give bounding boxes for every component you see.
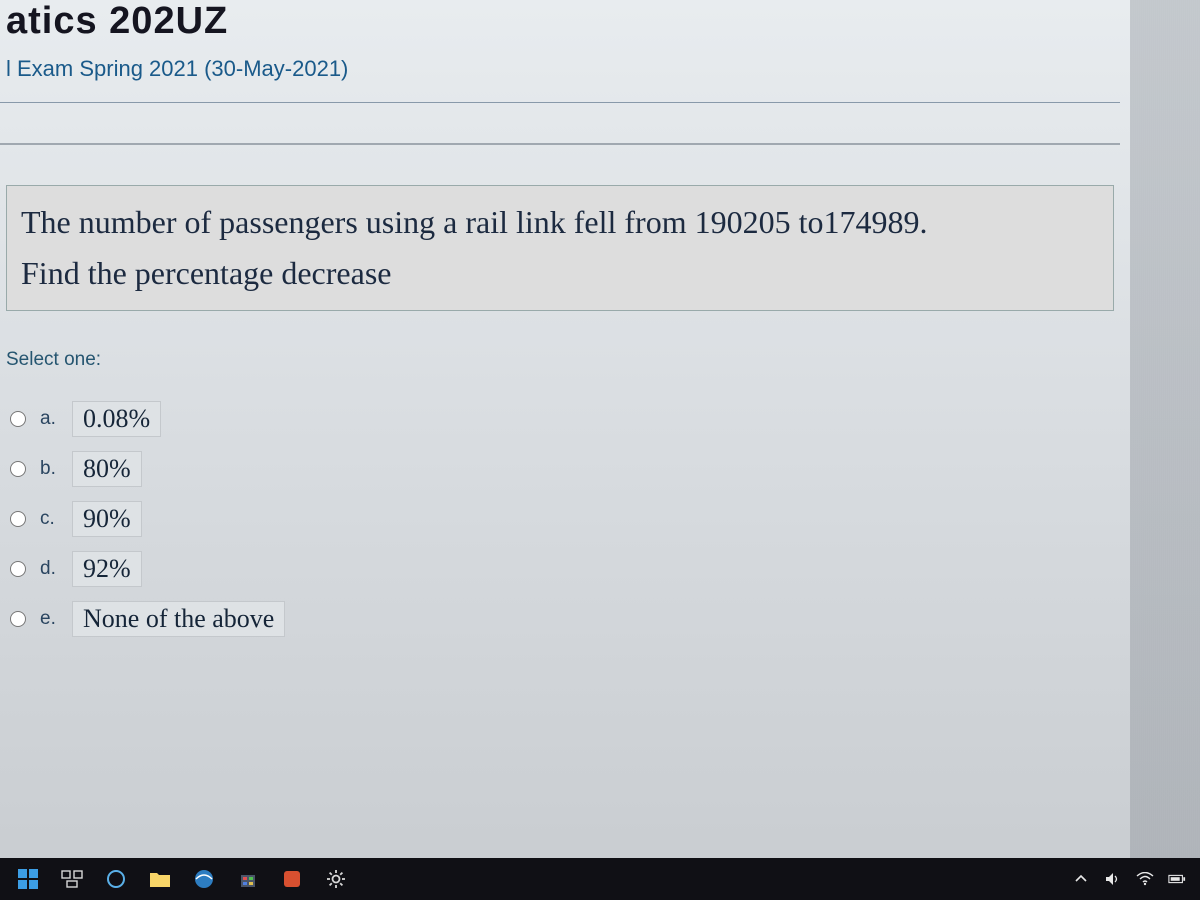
option-letter: e. <box>40 608 62 630</box>
option-letter: c. <box>40 508 62 530</box>
gear-icon <box>326 869 346 889</box>
screen-moire-edge <box>1130 0 1200 858</box>
speaker-icon <box>1105 872 1121 886</box>
wifi-signal-icon <box>1136 872 1154 886</box>
edge-icon[interactable] <box>184 861 224 897</box>
question-text-line1: The number of passengers using a rail li… <box>21 204 1099 241</box>
store-icon[interactable] <box>228 861 268 897</box>
windows-icon <box>18 869 38 889</box>
system-tray[interactable] <box>1072 870 1192 888</box>
circle-icon <box>106 869 126 889</box>
option-letter: d. <box>40 558 62 580</box>
options-group: a. 0.08% b. 80% c. 90% d. 92% e. <box>0 379 1120 637</box>
option-letter: a. <box>40 408 62 430</box>
content-area: atics 202UZ l Exam Spring 2021 (30-May-2… <box>0 0 1120 858</box>
chevron-up-icon <box>1074 872 1088 886</box>
page-root: atics 202UZ l Exam Spring 2021 (30-May-2… <box>0 0 1200 900</box>
option-text: 90% <box>72 501 142 537</box>
taskview-icon <box>61 870 83 888</box>
question-text-line2: Find the percentage decrease <box>21 255 1099 292</box>
radio-e[interactable] <box>10 611 26 627</box>
cortana-icon[interactable] <box>96 861 136 897</box>
wifi-icon[interactable] <box>1136 870 1154 888</box>
bag-icon <box>238 869 258 889</box>
taskbar-left <box>8 861 356 897</box>
radio-c[interactable] <box>10 511 26 527</box>
battery-level-icon <box>1168 873 1186 885</box>
select-prompt: Select one: <box>0 311 1120 379</box>
option-letter: b. <box>40 458 62 480</box>
radio-d[interactable] <box>10 561 26 577</box>
breadcrumb[interactable]: l Exam Spring 2021 (30-May-2021) <box>0 48 1120 103</box>
file-explorer-icon[interactable] <box>140 861 180 897</box>
option-row-e[interactable]: e. None of the above <box>10 601 1120 637</box>
option-text: None of the above <box>72 601 285 637</box>
radio-b[interactable] <box>10 461 26 477</box>
page-title-partial: atics 202UZ <box>0 0 1120 48</box>
windows-taskbar[interactable] <box>0 858 1200 900</box>
start-button[interactable] <box>8 861 48 897</box>
battery-icon[interactable] <box>1168 870 1186 888</box>
question-box: The number of passengers using a rail li… <box>6 185 1114 311</box>
option-row-a[interactable]: a. 0.08% <box>10 401 1120 437</box>
tray-chevron-icon[interactable] <box>1072 870 1090 888</box>
folder-icon <box>149 870 171 888</box>
generic-app-icon <box>282 869 302 889</box>
option-text: 92% <box>72 551 142 587</box>
browser-icon <box>194 869 214 889</box>
app-icon-1[interactable] <box>272 861 312 897</box>
divider <box>0 143 1120 145</box>
option-row-b[interactable]: b. 80% <box>10 451 1120 487</box>
settings-icon[interactable] <box>316 861 356 897</box>
option-row-d[interactable]: d. 92% <box>10 551 1120 587</box>
radio-a[interactable] <box>10 411 26 427</box>
volume-icon[interactable] <box>1104 870 1122 888</box>
task-view-icon[interactable] <box>52 861 92 897</box>
option-text: 80% <box>72 451 142 487</box>
option-row-c[interactable]: c. 90% <box>10 501 1120 537</box>
option-text: 0.08% <box>72 401 161 437</box>
